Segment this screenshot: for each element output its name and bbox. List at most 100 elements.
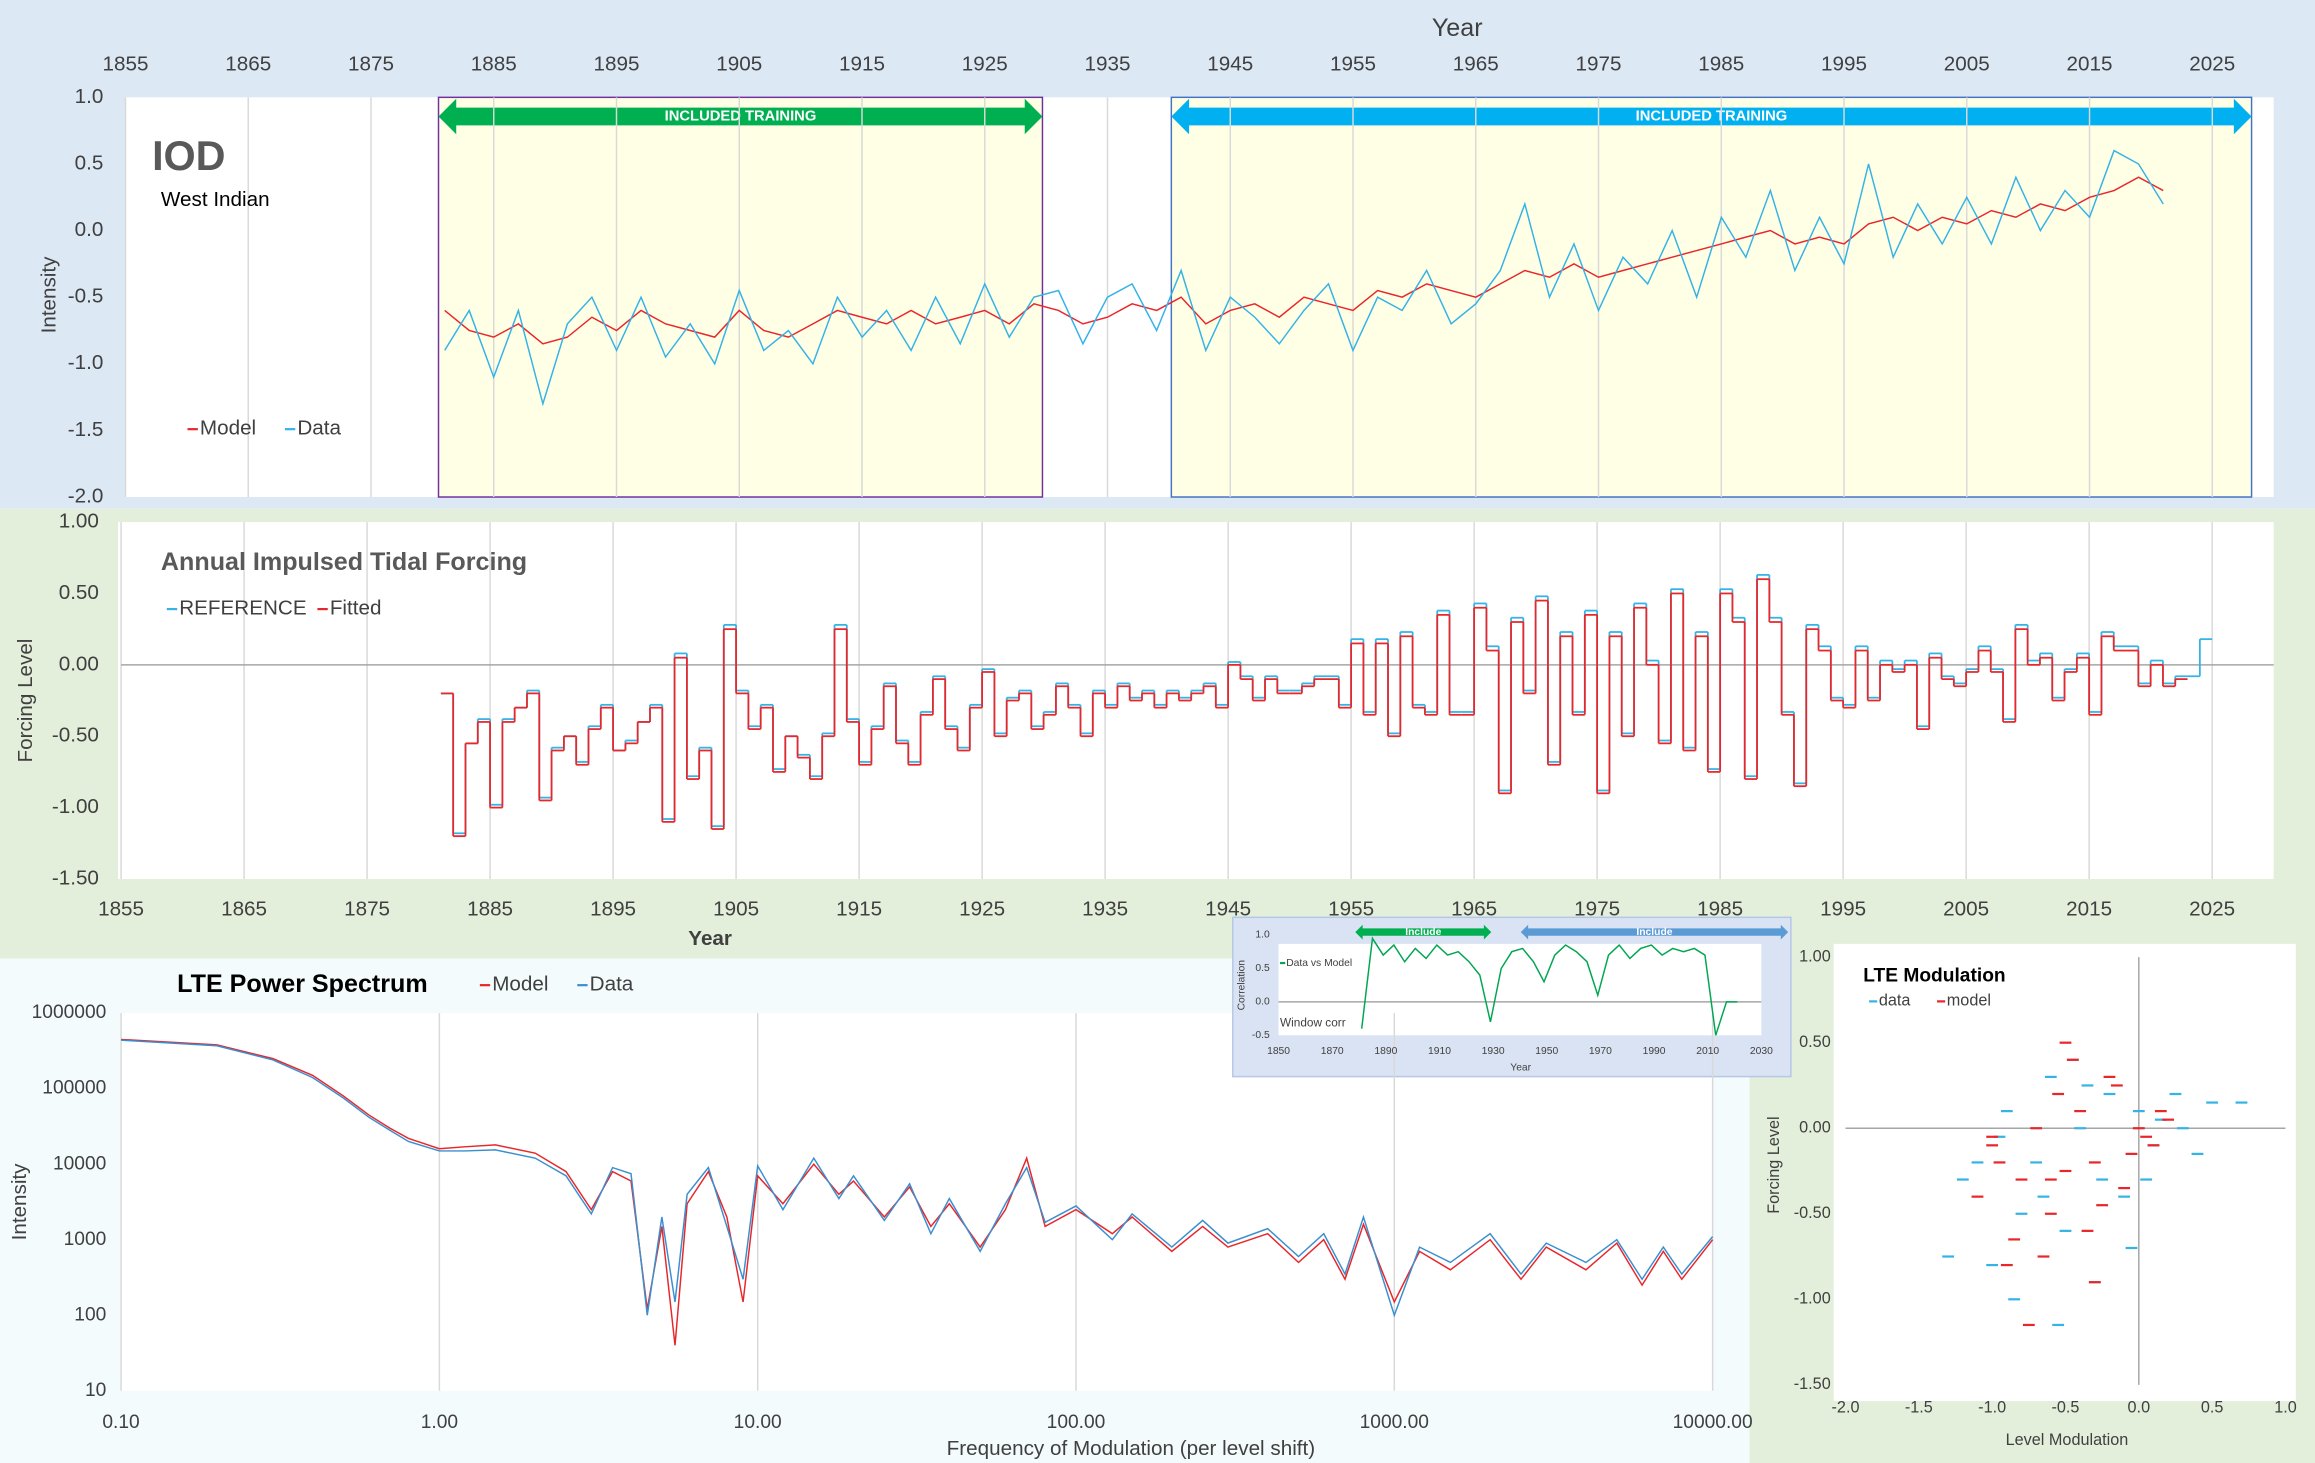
legend-label: Model [200, 417, 256, 440]
x-tick-label: 1985 [1698, 52, 1744, 75]
y-tick-label: 0.5 [75, 151, 104, 174]
x-tick-label: 1850 [1267, 1046, 1290, 1057]
legend-label: Data [297, 417, 341, 440]
y-tick-label: -0.50 [52, 724, 99, 747]
x-tick-label: 2030 [1750, 1046, 1773, 1057]
x-tick-label: 1965 [1453, 52, 1499, 75]
x-axis-title: Year [1432, 14, 1483, 42]
x-tick-label: 10000.00 [1673, 1412, 1753, 1433]
x-tick-label: -0.5 [2052, 1399, 2080, 1417]
y-tick-label: -0.50 [1794, 1204, 1831, 1222]
legend-label: Data vs Model [1286, 958, 1352, 969]
region-arrow [1355, 924, 1492, 940]
x-tick-label: 2005 [1944, 52, 1990, 75]
x-tick-label: 1950 [1535, 1046, 1558, 1057]
x-tick-label: 1915 [839, 52, 885, 75]
y-tick-label: -2.0 [68, 484, 104, 507]
x-tick-label: 1975 [1576, 52, 1622, 75]
region-label: INCLUDED TRAINING [665, 108, 817, 124]
x-tick-label: 0.0 [2128, 1399, 2151, 1417]
y-tick-label: -1.5 [68, 418, 104, 441]
y-tick-label: 1.00 [59, 510, 99, 533]
legend-label: Model [492, 973, 548, 996]
y-axis-title: Forcing Level [14, 639, 37, 763]
y-tick-label: 0.50 [59, 581, 99, 604]
x-tick-label: 1885 [471, 52, 517, 75]
x-tick-label: 1925 [959, 897, 1005, 920]
x-tick-label: 1885 [467, 897, 513, 920]
x-tick-label: 100.00 [1047, 1412, 1106, 1433]
training-region [437, 96, 1044, 498]
x-tick-label: 1895 [590, 897, 636, 920]
x-tick-label: 1905 [713, 897, 759, 920]
legend-label: REFERENCE [179, 597, 306, 620]
x-axis-title: Level Modulation [2006, 1431, 2129, 1449]
x-tick-label: -1.5 [1905, 1399, 1933, 1417]
y-tick-label: 1.00 [1799, 947, 1831, 965]
y-tick-label: 0.50 [1799, 1033, 1831, 1051]
y-tick-label: -1.00 [1794, 1290, 1831, 1308]
x-tick-label: 10.00 [734, 1412, 782, 1433]
y-axis-title: Correlation [1236, 960, 1247, 1011]
y-tick-label: 1.0 [1255, 930, 1270, 941]
series-line [121, 1038, 1714, 1346]
y-tick-label: 0.00 [59, 652, 99, 675]
x-tick-label: 1935 [1082, 897, 1128, 920]
region-arrow [438, 98, 1043, 135]
plot-area [118, 522, 2274, 879]
x-tick-label: 1945 [1207, 52, 1253, 75]
x-tick-label: 2025 [2189, 52, 2235, 75]
x-tick-label: 1935 [1085, 52, 1131, 75]
x-axis-title: Year [688, 927, 732, 950]
chart-title: LTE Power Spectrum [177, 970, 428, 998]
x-tick-label: 1990 [1643, 1046, 1666, 1057]
series-line [1360, 936, 1738, 1036]
plot-area [1833, 943, 2296, 1402]
region-label: Include [1636, 927, 1672, 938]
chart-title: IOD [152, 133, 225, 179]
annotation: Window corr [1280, 1016, 1346, 1030]
series-line [121, 1039, 1714, 1318]
x-tick-label: 0.10 [102, 1412, 139, 1433]
series-line [444, 176, 2164, 345]
x-tick-label: 1875 [344, 897, 390, 920]
chart-title: LTE Modulation [1863, 965, 2005, 986]
region-arrow [1520, 924, 1789, 940]
x-tick-label: 1865 [225, 52, 271, 75]
y-tick-label: -0.5 [68, 285, 104, 308]
y-tick-label: 1.0 [75, 85, 104, 108]
legend-label: Data [590, 973, 634, 996]
x-tick-label: 1970 [1589, 1046, 1612, 1057]
y-tick-label: 1000000 [32, 1002, 107, 1023]
x-tick-label: -1.0 [1978, 1399, 2006, 1417]
x-tick-label: 2010 [1696, 1046, 1719, 1057]
x-tick-label: 1905 [716, 52, 762, 75]
x-tick-label: 1945 [1205, 897, 1251, 920]
y-tick-label: 0.00 [1799, 1119, 1831, 1137]
x-tick-label: 1910 [1428, 1046, 1451, 1057]
chart-title: Annual Impulsed Tidal Forcing [161, 548, 527, 576]
x-tick-label: 1890 [1374, 1046, 1397, 1057]
y-tick-label: 0.5 [1255, 963, 1270, 974]
y-tick-label: 0.0 [1255, 997, 1270, 1008]
x-tick-label: 1.00 [421, 1412, 458, 1433]
y-tick-label: -1.50 [52, 866, 99, 889]
x-tick-label: 1930 [1482, 1046, 1505, 1057]
x-axis-title: Frequency of Modulation (per level shift… [947, 1437, 1315, 1460]
region-label: INCLUDED TRAINING [1636, 108, 1788, 124]
y-tick-label: -1.50 [1794, 1375, 1831, 1393]
x-axis-title: Year [1510, 1062, 1531, 1073]
legend-label: Fitted [330, 597, 382, 620]
x-tick-label: 1855 [98, 897, 144, 920]
x-tick-label: 1915 [836, 897, 882, 920]
x-tick-label: 1000.00 [1360, 1412, 1429, 1433]
training-region [1170, 96, 2253, 498]
x-tick-label: 1870 [1321, 1046, 1344, 1057]
x-tick-label: 1995 [1820, 897, 1866, 920]
x-tick-label: 1965 [1451, 897, 1497, 920]
x-tick-label: 2025 [2189, 897, 2235, 920]
legend-label: model [1947, 992, 1991, 1010]
y-axis-title: Intensity [8, 1163, 31, 1241]
y-axis-title: Forcing Level [1765, 1116, 1783, 1213]
